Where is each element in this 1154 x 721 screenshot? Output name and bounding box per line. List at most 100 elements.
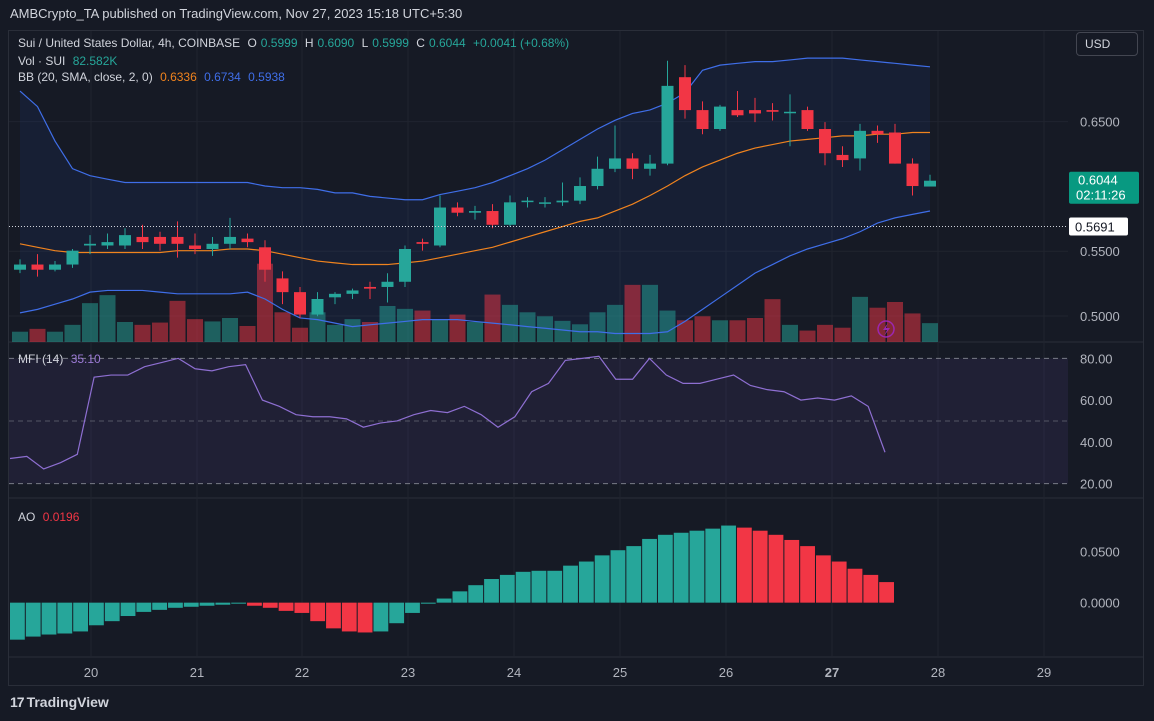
ao-bar — [673, 532, 689, 603]
time-axis-tick: 24 — [507, 665, 521, 680]
candle-body — [311, 299, 324, 315]
candle-body — [434, 207, 446, 246]
ao-bar — [168, 602, 183, 608]
candle-body — [819, 129, 831, 154]
volume-bar — [484, 294, 501, 342]
price-level-badge — [1069, 217, 1128, 236]
candle-body — [154, 236, 166, 244]
bb-label: BB (20, SMA, close, 2, 0) — [18, 70, 153, 84]
volume-legend[interactable]: Vol · SUI 82.582K — [18, 54, 121, 68]
ao-bar — [310, 602, 326, 622]
volume-bar — [239, 326, 256, 342]
ao-bar — [41, 602, 57, 635]
mfi-legend[interactable]: MFI (14) 35.10 — [18, 352, 105, 366]
ao-legend[interactable]: AO 0.0196 — [18, 510, 83, 524]
time-axis-tick: 23 — [401, 665, 415, 680]
candle-body — [679, 77, 691, 111]
ao-bar — [405, 602, 420, 613]
ao-bar — [657, 534, 673, 603]
price-axis-tick: 0.5500 — [1080, 244, 1120, 259]
candle-body — [749, 110, 761, 114]
ao-bar — [705, 528, 721, 603]
volume-label: Vol · SUI — [18, 54, 66, 68]
ao-value: 0.0196 — [42, 510, 80, 524]
volume-bar — [554, 320, 571, 342]
candle-body — [556, 200, 569, 203]
bb-legend[interactable]: BB (20, SMA, close, 2, 0) 0.6336 0.6734 … — [18, 70, 289, 84]
ao-bar — [721, 525, 736, 603]
volume-bar — [397, 308, 413, 342]
volume-bar — [834, 327, 851, 342]
currency-button[interactable]: USD — [1076, 32, 1138, 56]
mfi-axis-tick: 60.00 — [1080, 393, 1113, 408]
bb-lower-value: 0.5938 — [248, 70, 285, 84]
ao-bar — [768, 534, 784, 603]
close-label: C — [416, 36, 425, 50]
candle-body — [504, 202, 516, 225]
volume-bar — [729, 320, 746, 342]
volume-bar — [712, 320, 728, 342]
ao-bar — [736, 527, 752, 603]
volume-bar — [467, 322, 483, 342]
ao-bar — [626, 546, 642, 603]
volume-bar — [589, 312, 606, 342]
candle-body — [259, 247, 271, 270]
mfi-axis-tick: 80.00 — [1080, 351, 1113, 366]
candle-body — [626, 158, 639, 169]
candle-body — [906, 163, 919, 187]
tradingview-mark-icon: 17 — [10, 694, 25, 710]
mfi-label: MFI (14) — [18, 352, 64, 366]
ao-bar — [373, 602, 389, 632]
candle-body — [591, 168, 604, 187]
bb-basis-value: 0.6336 — [160, 70, 197, 84]
candle-body — [119, 235, 131, 246]
ao-axis-tick: 0.0000 — [1080, 596, 1120, 611]
ao-bar — [484, 579, 499, 603]
ao-bar — [25, 602, 41, 637]
ao-bar — [57, 602, 73, 634]
time-axis-tick: 29 — [1037, 665, 1051, 680]
volume-bar — [572, 324, 588, 342]
ao-bar — [610, 550, 626, 603]
candle-body — [66, 250, 79, 265]
ao-bar — [89, 602, 104, 626]
candle-body — [14, 264, 26, 270]
high-value: 0.6090 — [317, 36, 355, 50]
ao-bar — [152, 602, 168, 610]
candle-body — [381, 281, 394, 287]
volume-bar — [204, 321, 221, 342]
volume-bar — [799, 330, 816, 342]
volume-value: 82.582K — [72, 54, 118, 68]
symbol-legend[interactable]: Sui / United States Dollar, 4h, COINBASE… — [18, 36, 573, 50]
volume-bar — [82, 303, 98, 342]
candle-body — [346, 290, 359, 294]
volume-bar — [64, 324, 81, 342]
bb-basis-line — [19, 131, 930, 266]
symbol-name: Sui / United States Dollar, 4h, COINBASE — [18, 36, 241, 50]
alert-lightning-icon — [877, 320, 895, 338]
volume-bar — [362, 322, 378, 342]
ao-bar — [642, 538, 657, 603]
candle-body — [539, 202, 551, 204]
candle-body — [836, 154, 849, 161]
time-axis-tick: 25 — [613, 665, 627, 680]
volume-bar — [99, 295, 116, 342]
volume-bar — [817, 324, 833, 342]
candle-body — [696, 110, 709, 130]
candle-body — [276, 278, 289, 293]
volume-bar — [47, 331, 63, 342]
candle-body — [206, 243, 219, 249]
ao-bar — [847, 568, 863, 603]
countdown-text: 02:11:26 — [1076, 188, 1126, 203]
ao-bar — [563, 565, 578, 603]
time-axis-tick: 20 — [84, 665, 98, 680]
volume-bar — [642, 284, 658, 342]
volume-bar — [747, 318, 763, 342]
tradingview-logo[interactable]: 17 TradingView — [10, 694, 109, 710]
price-axis-tick: 0.6500 — [1080, 115, 1120, 130]
volume-bar — [537, 316, 553, 342]
candle-body — [84, 243, 96, 246]
volume-bar — [327, 324, 343, 342]
candle-body — [609, 158, 621, 169]
